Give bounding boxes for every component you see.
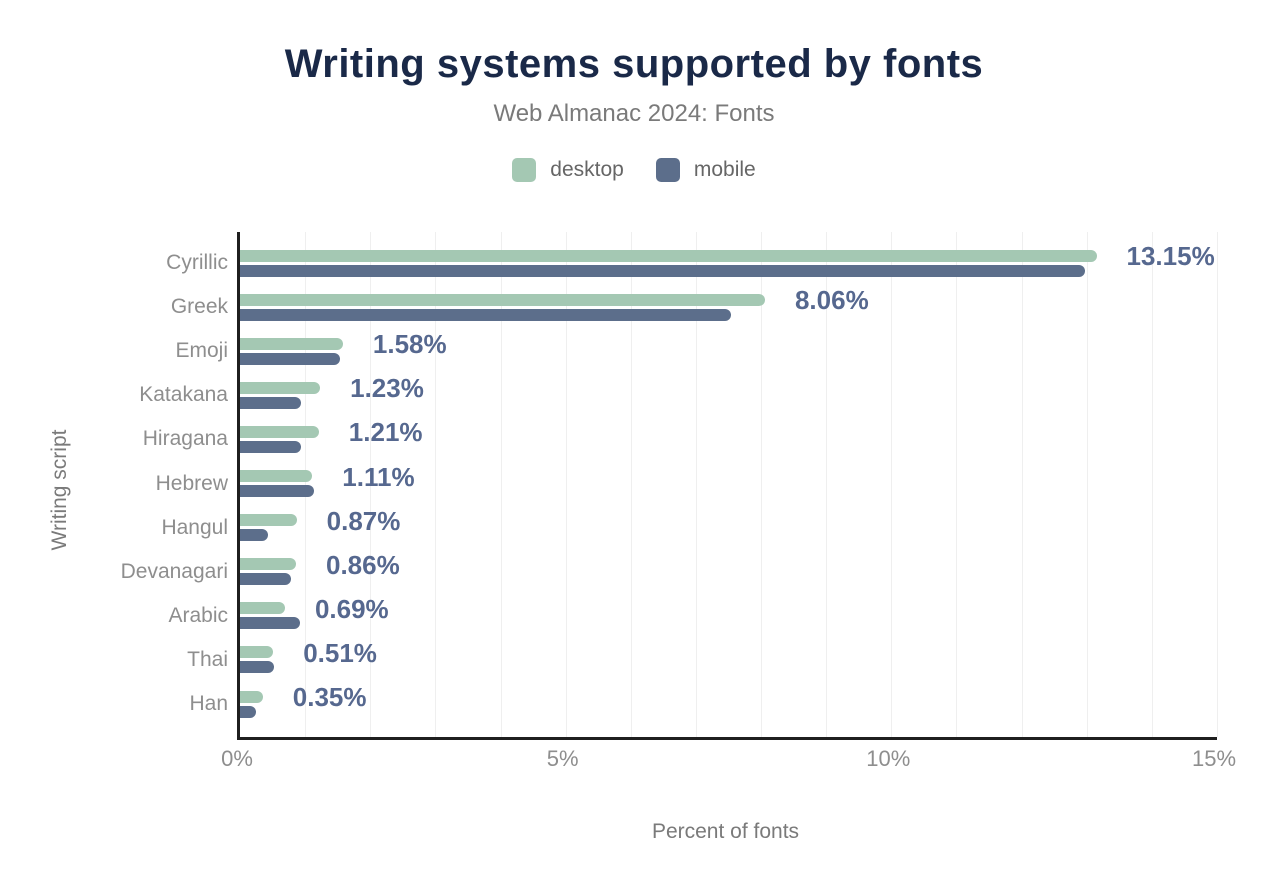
bar-desktop bbox=[240, 646, 274, 659]
gridline bbox=[695, 232, 697, 737]
bar-mobile bbox=[240, 573, 292, 586]
category-label: Hangul bbox=[161, 515, 228, 539]
gridline bbox=[500, 232, 502, 737]
value-label: 0.35% bbox=[292, 682, 367, 712]
gridline bbox=[1021, 232, 1023, 737]
bar-mobile bbox=[240, 440, 302, 453]
gridline bbox=[565, 232, 567, 737]
chart-title: Writing systems supported by fonts bbox=[284, 42, 984, 86]
gridline bbox=[1151, 232, 1153, 737]
bar-mobile bbox=[240, 661, 274, 674]
category-label: Hebrew bbox=[155, 471, 228, 495]
chart-subtitle: Web Almanac 2024: Fonts bbox=[493, 100, 775, 127]
legend-label: desktop bbox=[550, 158, 624, 181]
bar-desktop bbox=[240, 381, 321, 394]
x-tick-label: 15% bbox=[1191, 746, 1237, 771]
category-label: Emoji bbox=[175, 339, 228, 363]
value-label: 0.51% bbox=[303, 637, 377, 668]
value-label: 13.15% bbox=[1126, 241, 1215, 271]
bar-desktop bbox=[240, 337, 343, 350]
gridline bbox=[630, 232, 632, 737]
gridline bbox=[1086, 232, 1088, 737]
gridline bbox=[305, 232, 307, 737]
gridline bbox=[956, 232, 958, 737]
category-label: Thai bbox=[187, 647, 228, 671]
legend-label: mobile bbox=[693, 158, 756, 181]
legend: desktop mobile bbox=[0, 156, 1268, 184]
gridline bbox=[435, 232, 437, 737]
category-label: Han bbox=[189, 692, 228, 715]
y-axis-title: Writing script bbox=[48, 429, 71, 551]
value-label: 8.06% bbox=[794, 285, 869, 316]
legend-swatch-mobile bbox=[655, 158, 680, 182]
x-tick-label: 5% bbox=[546, 746, 579, 771]
bar-desktop bbox=[240, 558, 296, 571]
gridline bbox=[370, 232, 372, 737]
bar-desktop bbox=[240, 425, 319, 438]
legend-item-desktop: desktop bbox=[512, 158, 624, 182]
bar-mobile bbox=[240, 308, 732, 321]
value-label: 0.87% bbox=[326, 505, 401, 536]
bar-desktop bbox=[240, 514, 297, 527]
bar-mobile bbox=[240, 529, 268, 542]
bar-desktop bbox=[240, 293, 765, 306]
value-label: 1.23% bbox=[350, 373, 424, 404]
category-label: Hiragana bbox=[142, 427, 228, 451]
x-tick-label: 10% bbox=[866, 746, 911, 771]
bar-desktop bbox=[240, 470, 313, 482]
bar-mobile bbox=[240, 485, 314, 497]
bar-desktop bbox=[240, 249, 1097, 262]
x-tick-label: 0% bbox=[221, 746, 253, 771]
category-label: Arabic bbox=[168, 603, 228, 627]
category-label: Katakana bbox=[139, 383, 228, 407]
gridline bbox=[761, 232, 763, 737]
bar-mobile bbox=[240, 705, 257, 718]
bar-mobile bbox=[240, 264, 1085, 277]
category-label: Greek bbox=[170, 295, 228, 319]
bar-mobile bbox=[240, 617, 300, 630]
gridline bbox=[891, 232, 893, 737]
category-label: Devanagari bbox=[120, 559, 228, 583]
gridline bbox=[1217, 232, 1218, 737]
x-axis-title: Percent of fonts bbox=[651, 820, 800, 843]
value-label: 1.21% bbox=[348, 417, 423, 448]
category-label: Cyrillic bbox=[166, 251, 228, 274]
legend-swatch-desktop bbox=[512, 158, 537, 182]
bar-mobile bbox=[240, 352, 341, 365]
value-label: 1.58% bbox=[372, 329, 447, 360]
value-label: 1.11% bbox=[342, 461, 415, 492]
bar-desktop bbox=[240, 602, 285, 615]
plot-area: Cyrillic 13.15% Greek 8.06% Emoji 1.58% Kataka… bbox=[121, 232, 1218, 740]
legend-item-mobile: mobile bbox=[655, 158, 756, 182]
bar-mobile bbox=[240, 396, 302, 409]
value-label: 0.86% bbox=[326, 549, 400, 580]
gridline bbox=[826, 232, 828, 737]
bar-desktop bbox=[240, 690, 263, 703]
value-label: 0.69% bbox=[314, 593, 389, 624]
